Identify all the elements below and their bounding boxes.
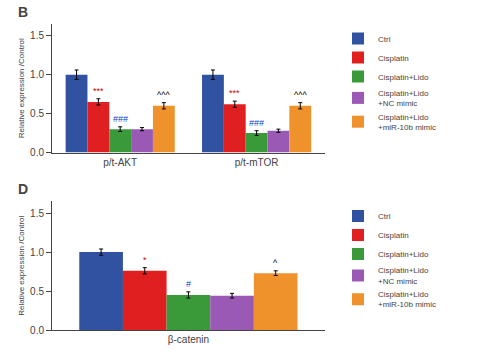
svg-text:Relative expression /Control: Relative expression /Control xyxy=(17,38,26,138)
svg-text:***: *** xyxy=(229,88,240,98)
svg-text:1.0: 1.0 xyxy=(30,247,44,258)
svg-text:0.0: 0.0 xyxy=(30,325,44,336)
svg-text:Ctrl: Ctrl xyxy=(378,212,391,221)
svg-text:Relative expression /Control: Relative expression /Control xyxy=(17,215,26,315)
svg-text:1.0: 1.0 xyxy=(30,69,44,80)
svg-text:Cisplatin: Cisplatin xyxy=(378,54,409,63)
svg-text:*: * xyxy=(143,255,147,265)
svg-text:Cisplatin+Lido: Cisplatin+Lido xyxy=(378,250,429,259)
svg-text:Ctrl: Ctrl xyxy=(378,35,391,44)
svg-text:***: *** xyxy=(93,86,104,96)
svg-text:Cisplatin+Lido+NC mimic: Cisplatin+Lido+NC mimic xyxy=(378,89,429,108)
svg-text:###: ### xyxy=(249,118,264,128)
svg-text:Cisplatin+Lido+NC mimic: Cisplatin+Lido+NC mimic xyxy=(378,266,429,285)
svg-text:p/t-AKT: p/t-AKT xyxy=(103,157,137,168)
svg-text:Cisplatin+Lido+miR-10b mimic: Cisplatin+Lido+miR-10b mimic xyxy=(378,290,436,309)
svg-text:1.5: 1.5 xyxy=(30,30,44,41)
svg-text:0.5: 0.5 xyxy=(30,108,44,119)
svg-text:B: B xyxy=(18,4,28,20)
svg-text:#: # xyxy=(186,279,191,289)
svg-text:β-catenin: β-catenin xyxy=(168,334,209,345)
svg-text:^^^: ^^^ xyxy=(157,90,170,100)
svg-text:###: ### xyxy=(113,114,128,124)
svg-text:Cisplatin+Lido: Cisplatin+Lido xyxy=(378,73,429,82)
svg-text:D: D xyxy=(18,181,28,197)
svg-text:^: ^ xyxy=(273,258,278,268)
svg-text:Cisplatin+Lido+miR-10b mimic: Cisplatin+Lido+miR-10b mimic xyxy=(378,113,436,132)
svg-text:0.0: 0.0 xyxy=(30,147,44,158)
svg-text:p/t-mTOR: p/t-mTOR xyxy=(235,157,279,168)
svg-text:0.5: 0.5 xyxy=(30,286,44,297)
svg-text:^^^: ^^^ xyxy=(294,90,307,100)
svg-text:Cisplatin: Cisplatin xyxy=(378,231,409,240)
svg-text:1.5: 1.5 xyxy=(30,208,44,219)
